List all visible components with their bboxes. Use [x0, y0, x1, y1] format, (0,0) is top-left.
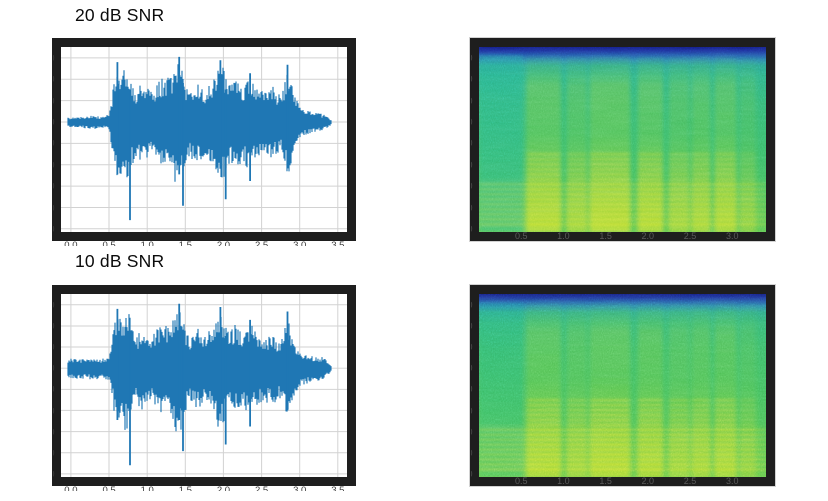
spectrogram-plot-20db: [470, 38, 775, 241]
x-tick-labels-clipped: 0.00.51.01.52.02.53.03.5: [61, 241, 347, 246]
waveform-plot-10db: [52, 285, 356, 486]
x-tick-labels-clipped: 0.00.51.01.52.02.53.03.5: [61, 486, 347, 491]
snr-label-20db: 20 dB SNR: [75, 5, 165, 25]
waveform-plot-20db: [52, 38, 356, 241]
snr-label-10db: 10 dB SNR: [75, 251, 165, 271]
spectrogram-plot-10db: [470, 285, 775, 486]
